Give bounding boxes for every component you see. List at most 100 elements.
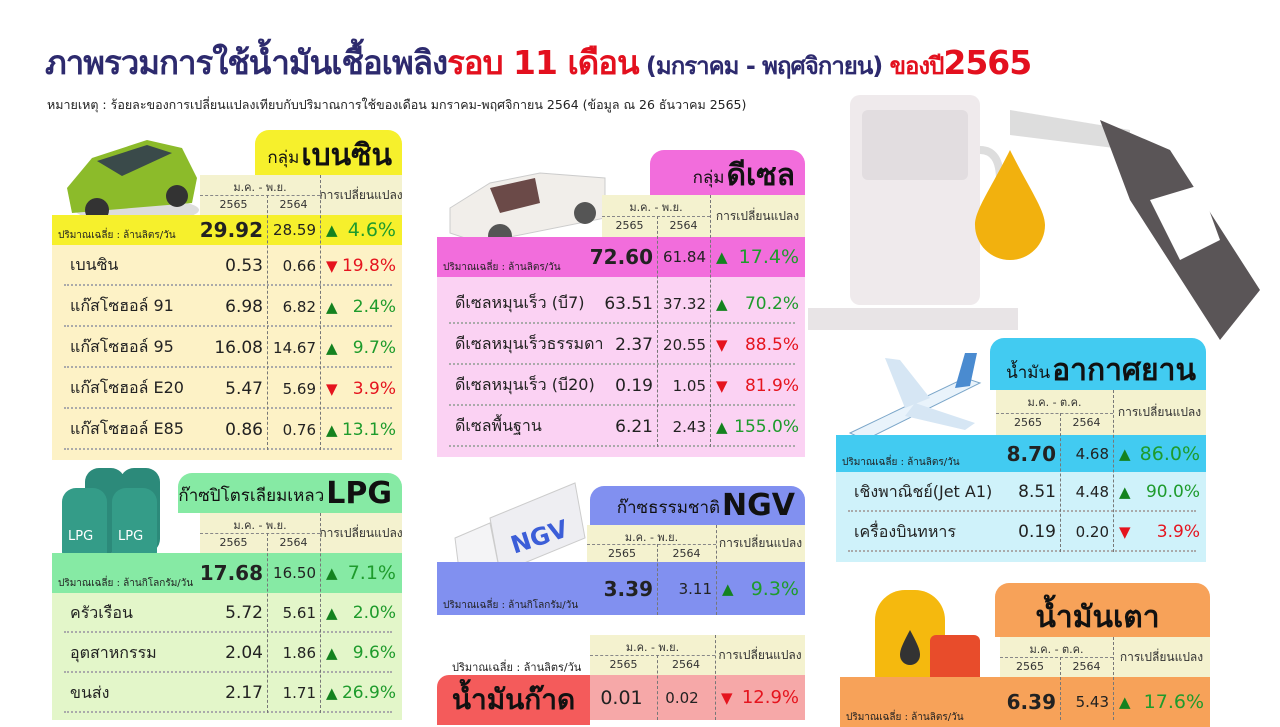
column-header: ม.ค. - พ.ย. 2565 2564 การเปลี่ยนแปลง	[602, 195, 805, 237]
change-percent: 90.0%	[1145, 482, 1200, 502]
change-header: การเปลี่ยนแปลง	[319, 525, 403, 540]
total-previous: 4.68	[1075, 444, 1109, 463]
row-previous: 6.82	[282, 297, 316, 316]
change-value: ▼ 88.5%	[710, 324, 805, 365]
row-label: แก๊สโซฮอล์ E20	[70, 378, 184, 397]
page-title: ภาพรวมการใช้น้ำมันเชื้อเพลิงรอบ 11 เดือน…	[45, 36, 1032, 89]
total-current: 17.68	[199, 561, 263, 585]
change-percent: 9.6%	[352, 643, 396, 663]
period-label: ม.ค. - พ.ย.	[629, 201, 683, 214]
change-header: การเปลี่ยนแปลง	[319, 187, 403, 202]
column-separator	[657, 543, 658, 615]
change-value: ▲ 4.6%	[320, 215, 402, 245]
change-value: ▼ 12.9%	[715, 675, 805, 720]
column-separator	[1113, 390, 1114, 552]
header-divider	[996, 412, 1113, 414]
header-divider	[200, 195, 320, 196]
change-value: ▲ 9.6%	[320, 633, 402, 673]
title-year: 2565	[943, 43, 1032, 82]
row-current: 2.04	[225, 643, 263, 663]
rows-area	[52, 245, 402, 460]
column-header: ม.ค. - พ.ย. 2565 2564 การเปลี่ยนแปลง	[590, 635, 805, 675]
change-percent: 81.9%	[744, 375, 799, 396]
change-percent: 13.1%	[341, 419, 396, 440]
arrow-down-icon: ▼	[1119, 523, 1131, 541]
column-separator	[1113, 637, 1114, 720]
row-divider	[848, 510, 1196, 512]
panel-title-lpg: ก๊าซปิโตรเลียมเหลว LPG	[178, 473, 402, 513]
arrow-up-icon: ▲	[326, 338, 338, 357]
arrow-down-icon: ▼	[326, 256, 338, 275]
change-percent: 155.0%	[734, 416, 799, 437]
column-header: ม.ค. - ต.ค. 2565 2564 การเปลี่ยนแปลง	[996, 390, 1206, 435]
change-percent: 19.8%	[341, 255, 396, 276]
svg-text:LPG: LPG	[68, 529, 93, 544]
title-main: NGV	[722, 488, 795, 523]
year-current: 2565	[1016, 660, 1044, 673]
rows-area	[836, 472, 1206, 562]
period-label: ม.ค. - พ.ย.	[625, 641, 680, 654]
table-row: ครัวเรือน 5.72 5.61 ▲ 2.0%	[52, 593, 402, 633]
change-percent: 9.7%	[352, 337, 396, 358]
year-previous: 2564	[672, 546, 701, 560]
row-label: ดีเซลพื้นฐาน	[455, 416, 542, 435]
table-row: ขนส่ง 2.17 1.71 ▲ 26.9%	[52, 673, 402, 713]
total-previous: 0.02	[665, 688, 699, 707]
row-current: 2.37	[615, 334, 653, 355]
change-percent: 2.0%	[352, 603, 396, 623]
arrow-up-icon: ▲	[1119, 693, 1131, 711]
rows-area	[437, 277, 805, 457]
period-label: ม.ค. - พ.ย.	[233, 181, 287, 194]
header-divider	[590, 655, 715, 656]
change-value: ▲ 2.0%	[320, 593, 402, 633]
row-current: 5.47	[225, 378, 263, 399]
column-separator	[715, 635, 716, 720]
change-value: ▲ 90.0%	[1113, 472, 1206, 512]
arrow-up-icon: ▲	[326, 564, 338, 582]
total-row: ปริมาณเฉลี่ย : ล้านลิตร/วัน 29.92 28.59 ▲ 4.…	[52, 215, 402, 245]
column-separator	[1060, 412, 1061, 552]
arrow-up-icon: ▲	[716, 248, 728, 266]
row-divider	[64, 366, 392, 368]
title-prefix: กลุ่ม	[267, 148, 300, 168]
title-prefix: ก๊าซธรรมชาติ	[616, 498, 721, 518]
arrow-up-icon: ▲	[716, 294, 728, 313]
year-previous: 2564	[672, 658, 700, 671]
row-divider	[449, 322, 795, 324]
header-divider	[200, 533, 320, 534]
period-label: ม.ค. - พ.ย.	[233, 519, 287, 532]
fuel-pump-icon	[808, 95, 1260, 340]
arrow-up-icon: ▲	[326, 644, 338, 662]
row-divider	[449, 445, 795, 447]
unit-label: ปริมาณเฉลี่ย : ล้านกิโลกรัม/วัน	[443, 600, 579, 611]
change-percent: 4.6%	[347, 219, 396, 241]
year-current: 2565	[219, 536, 248, 549]
total-row: ปริมาณเฉลี่ย : ล้านลิตร/วัน 8.70 4.68 ▲ 86.0…	[836, 435, 1206, 472]
column-separator	[657, 216, 658, 447]
year-current: 2565	[608, 546, 636, 560]
total-previous: 28.59	[273, 221, 316, 239]
change-header: การเปลี่ยนแปลง	[1119, 649, 1204, 664]
arrow-up-icon: ▲	[722, 579, 734, 598]
arrow-up-icon: ▲	[326, 297, 338, 316]
arrow-up-icon: ▲	[326, 684, 338, 702]
change-header: การเปลี่ยนแปลง	[715, 208, 800, 223]
arrow-down-icon: ▼	[716, 335, 728, 354]
year-previous: 2564	[1072, 415, 1101, 429]
change-value: ▼ 81.9%	[710, 365, 805, 406]
row-previous: 37.32	[663, 294, 706, 313]
table-row: แก๊สโซฮอล์ 95 16.08 14.67 ▲ 9.7%	[52, 327, 402, 368]
change-value: ▼ 3.9%	[320, 368, 402, 409]
change-value: ▼ 3.9%	[1113, 512, 1206, 552]
kerosene-title: น้ำมันก๊าด	[437, 675, 590, 725]
rows-area	[52, 593, 402, 720]
row-label: ขนส่ง	[70, 682, 110, 702]
table-row: แก๊สโซฮอล์ E20 5.47 5.69 ▼ 3.9%	[52, 368, 402, 409]
lpg-cylinder-icon: LPG LPG	[62, 468, 160, 566]
header-divider	[1000, 657, 1113, 658]
row-previous: 1.86	[282, 644, 316, 662]
change-value: ▲ 7.1%	[320, 553, 402, 593]
column-separator	[716, 525, 717, 615]
change-percent: 17.4%	[738, 246, 799, 268]
table-row: ดีเซลหมุนเร็ว (บี20) 0.19 1.05 ▼ 81.9%	[437, 365, 805, 406]
